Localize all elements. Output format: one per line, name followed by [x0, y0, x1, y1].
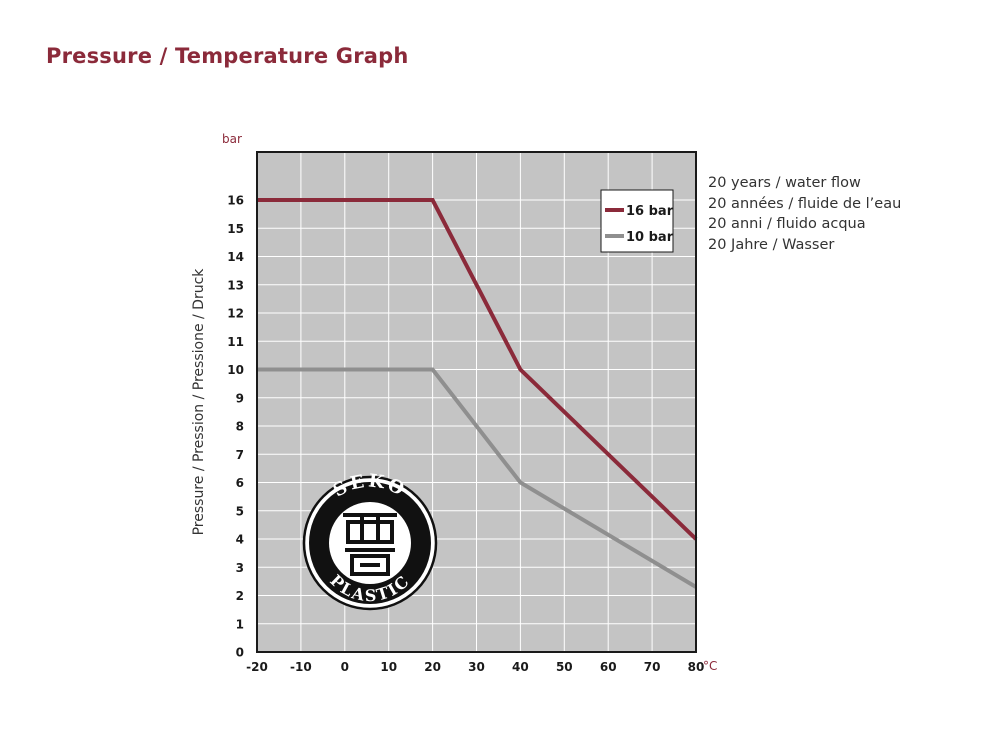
y-tick-label: 1 [236, 617, 244, 631]
series-line-16-bar [257, 198, 698, 541]
note-german: 20 Jahre / Wasser [708, 236, 835, 253]
y-tick-label: 12 [227, 307, 244, 321]
x-tick-label: -20 [246, 660, 268, 674]
x-unit-label: °C [703, 659, 717, 673]
y-tick-label: 7 [236, 448, 244, 462]
y-tick-label: 14 [227, 250, 244, 264]
note-french: 20 années / fluide de l’eau [708, 195, 902, 212]
x-tick-label: 0 [341, 660, 349, 674]
legend-label-10-bar: 10 bar [626, 230, 674, 245]
x-tick-labels: -20 -10 0 10 20 30 40 50 60 70 80 [246, 660, 704, 674]
y-tick-label: 5 [236, 504, 244, 518]
seko-plastic-logo: SEKO PLASTIC [302, 470, 438, 611]
note-english: 20 years / water flow [708, 175, 861, 191]
legend-label-16-bar: 16 bar [626, 204, 674, 219]
y-tick-label: 8 [236, 420, 244, 434]
x-tick-label: 40 [512, 660, 529, 674]
x-tick-label: 80 [688, 660, 705, 674]
y-tick-label: 0 [236, 646, 244, 660]
y-tick-label: 4 [236, 533, 244, 547]
x-tick-label: 70 [644, 660, 661, 674]
plot-border [256, 151, 697, 653]
x-tick-label: 30 [468, 660, 485, 674]
x-tick-label: 20 [424, 660, 441, 674]
series-lines [257, 198, 698, 589]
y-tick-label: 6 [236, 476, 244, 490]
x-tick-label: -10 [290, 660, 312, 674]
legend: 16 bar 10 bar [600, 189, 674, 253]
x-tick-label: 50 [556, 660, 573, 674]
x-tick-label: 60 [600, 660, 617, 674]
y-axis-title: Pressure / Pression / Pressione / Druck [191, 268, 207, 536]
y-tick-label: 16 [227, 194, 244, 208]
note-italian: 20 anni / fluido acqua [708, 216, 866, 232]
y-tick-label: 11 [227, 335, 244, 349]
y-tick-label: 2 [236, 589, 244, 603]
y-unit-label: bar [222, 132, 242, 146]
y-tick-label: 9 [236, 391, 244, 405]
y-tick-label: 15 [227, 222, 244, 236]
series-line-10-bar [257, 367, 698, 589]
y-tick-label: 13 [227, 278, 244, 292]
conditions-notes: 20 years / water flow 20 années / fluide… [708, 173, 901, 255]
legend-box [600, 189, 674, 253]
x-tick-label: 10 [380, 660, 397, 674]
page-title: Pressure / Temperature Graph [46, 44, 409, 68]
y-tick-label: 3 [236, 561, 244, 575]
logo-glyph [343, 513, 397, 576]
y-tick-label: 10 [227, 363, 244, 377]
